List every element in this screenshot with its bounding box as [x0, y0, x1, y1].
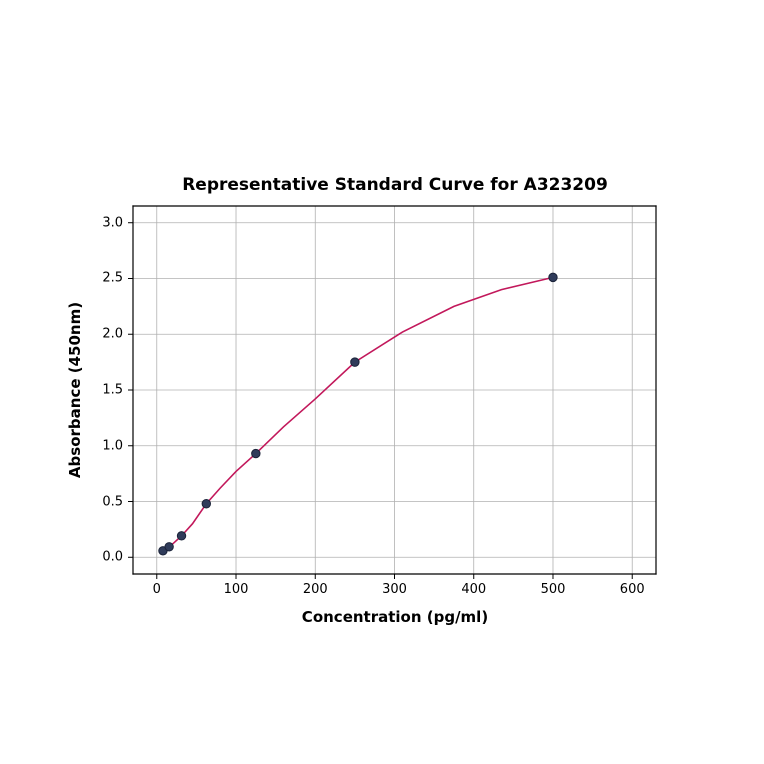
chart-title: Representative Standard Curve for A32320… — [182, 175, 608, 195]
standard-curve — [163, 277, 553, 550]
data-point — [165, 543, 173, 551]
xtick-label: 0 — [153, 582, 161, 597]
chart-canvas: Representative Standard Curve for A32320… — [0, 0, 764, 764]
xtick-label: 100 — [224, 582, 249, 597]
ytick-label: 0.5 — [102, 494, 123, 509]
data-point — [252, 449, 260, 457]
ytick-label: 2.5 — [102, 271, 123, 286]
xtick-label: 300 — [382, 582, 407, 597]
ytick-label: 0.0 — [102, 550, 123, 565]
data-point — [351, 358, 359, 366]
xtick-label: 200 — [303, 582, 328, 597]
data-point — [177, 532, 185, 540]
data-point — [549, 273, 557, 281]
y-axis-label: Absorbance (450nm) — [66, 302, 84, 478]
xtick-label: 600 — [620, 582, 645, 597]
x-axis-label: Concentration (pg/ml) — [302, 608, 488, 626]
plot-svg — [133, 206, 656, 574]
ytick-label: 1.0 — [102, 438, 123, 453]
plot-area — [133, 206, 656, 574]
xtick-label: 400 — [461, 582, 486, 597]
ytick-label: 3.0 — [102, 215, 123, 230]
ytick-label: 1.5 — [102, 383, 123, 398]
ytick-label: 2.0 — [102, 327, 123, 342]
data-point — [202, 500, 210, 508]
xtick-label: 500 — [541, 582, 566, 597]
